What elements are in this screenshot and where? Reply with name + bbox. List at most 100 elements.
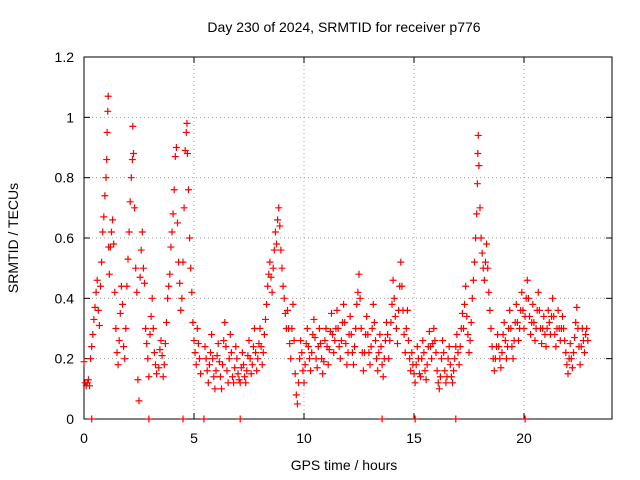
data-point bbox=[485, 288, 493, 296]
data-point bbox=[346, 312, 354, 320]
data-point bbox=[351, 343, 359, 351]
data-point bbox=[197, 370, 205, 378]
data-point bbox=[356, 294, 364, 302]
data-point bbox=[498, 349, 506, 357]
data-point bbox=[447, 373, 455, 381]
data-point bbox=[480, 276, 488, 284]
chart-title: Day 230 of 2024, SRMTID for receiver p77… bbox=[207, 19, 480, 35]
data-point bbox=[379, 373, 387, 381]
data-point bbox=[132, 264, 140, 272]
data-point bbox=[442, 379, 450, 387]
data-point bbox=[401, 349, 409, 357]
data-point bbox=[256, 325, 264, 332]
data-point bbox=[370, 318, 378, 326]
data-point bbox=[171, 153, 179, 161]
data-point bbox=[147, 312, 155, 320]
data-point bbox=[515, 337, 522, 345]
data-point bbox=[299, 367, 307, 375]
data-point bbox=[444, 355, 452, 363]
data-point bbox=[495, 343, 503, 351]
data-point bbox=[313, 364, 321, 372]
data-point bbox=[257, 343, 265, 351]
data-point bbox=[94, 306, 102, 314]
data-point bbox=[207, 349, 214, 357]
data-point bbox=[292, 391, 300, 399]
data-point bbox=[328, 309, 335, 317]
data-point bbox=[473, 180, 481, 188]
data-point bbox=[191, 349, 199, 357]
data-point bbox=[461, 300, 469, 308]
data-point bbox=[359, 367, 367, 375]
data-point bbox=[523, 276, 531, 284]
data-point bbox=[241, 373, 249, 381]
data-point bbox=[462, 282, 470, 290]
data-point bbox=[554, 306, 562, 314]
data-point bbox=[214, 340, 222, 348]
data-point bbox=[337, 337, 345, 345]
data-point bbox=[187, 264, 195, 272]
data-point bbox=[231, 364, 239, 372]
baseline-marker bbox=[236, 415, 244, 423]
data-point bbox=[138, 228, 146, 236]
data-point bbox=[478, 249, 486, 257]
data-point bbox=[450, 367, 458, 375]
data-point bbox=[300, 379, 308, 387]
data-point bbox=[534, 288, 542, 296]
y-tick-labels: 0 0.2 0.4 0.6 0.8 1 1.2 bbox=[55, 49, 75, 427]
data-point bbox=[431, 337, 439, 345]
data-point bbox=[573, 303, 581, 311]
data-point bbox=[477, 234, 485, 242]
data-point bbox=[317, 340, 324, 348]
data-point bbox=[129, 122, 137, 130]
data-points bbox=[80, 92, 592, 423]
data-point bbox=[329, 331, 337, 339]
data-point bbox=[124, 255, 132, 263]
data-point bbox=[391, 312, 399, 320]
data-point bbox=[571, 334, 579, 342]
data-point bbox=[98, 258, 106, 266]
data-point bbox=[247, 370, 255, 378]
data-point bbox=[204, 379, 212, 387]
data-point bbox=[529, 300, 537, 308]
data-point bbox=[273, 240, 280, 248]
data-point bbox=[530, 318, 538, 326]
data-point bbox=[563, 361, 571, 369]
data-point bbox=[259, 349, 267, 357]
data-point bbox=[291, 370, 299, 378]
data-point bbox=[463, 312, 471, 320]
data-point bbox=[298, 349, 306, 357]
data-point bbox=[435, 385, 443, 393]
data-point bbox=[267, 273, 275, 281]
x-tick-label: 20 bbox=[516, 430, 532, 446]
data-point bbox=[121, 355, 129, 363]
data-point bbox=[163, 318, 170, 326]
data-point bbox=[506, 306, 514, 314]
data-point bbox=[487, 325, 495, 332]
data-point bbox=[501, 337, 509, 345]
data-point bbox=[355, 270, 363, 278]
plot-frame bbox=[83, 56, 613, 420]
data-point bbox=[103, 128, 111, 136]
data-point bbox=[464, 331, 472, 339]
data-point bbox=[561, 337, 569, 345]
data-point bbox=[348, 349, 356, 357]
data-point bbox=[264, 282, 272, 290]
data-point bbox=[374, 367, 382, 375]
data-point bbox=[266, 258, 274, 266]
data-point bbox=[101, 192, 109, 200]
data-point bbox=[289, 300, 297, 308]
data-point bbox=[340, 300, 348, 308]
data-point bbox=[246, 355, 254, 363]
data-point bbox=[423, 361, 431, 369]
data-point bbox=[576, 361, 584, 369]
data-point bbox=[216, 373, 224, 381]
data-point bbox=[103, 156, 111, 164]
data-point bbox=[411, 379, 419, 387]
data-point bbox=[178, 294, 186, 302]
data-point bbox=[388, 300, 396, 308]
data-point bbox=[156, 346, 164, 354]
data-point bbox=[104, 107, 112, 115]
data-point bbox=[232, 343, 240, 351]
data-point bbox=[471, 258, 478, 266]
data-point bbox=[438, 355, 445, 363]
